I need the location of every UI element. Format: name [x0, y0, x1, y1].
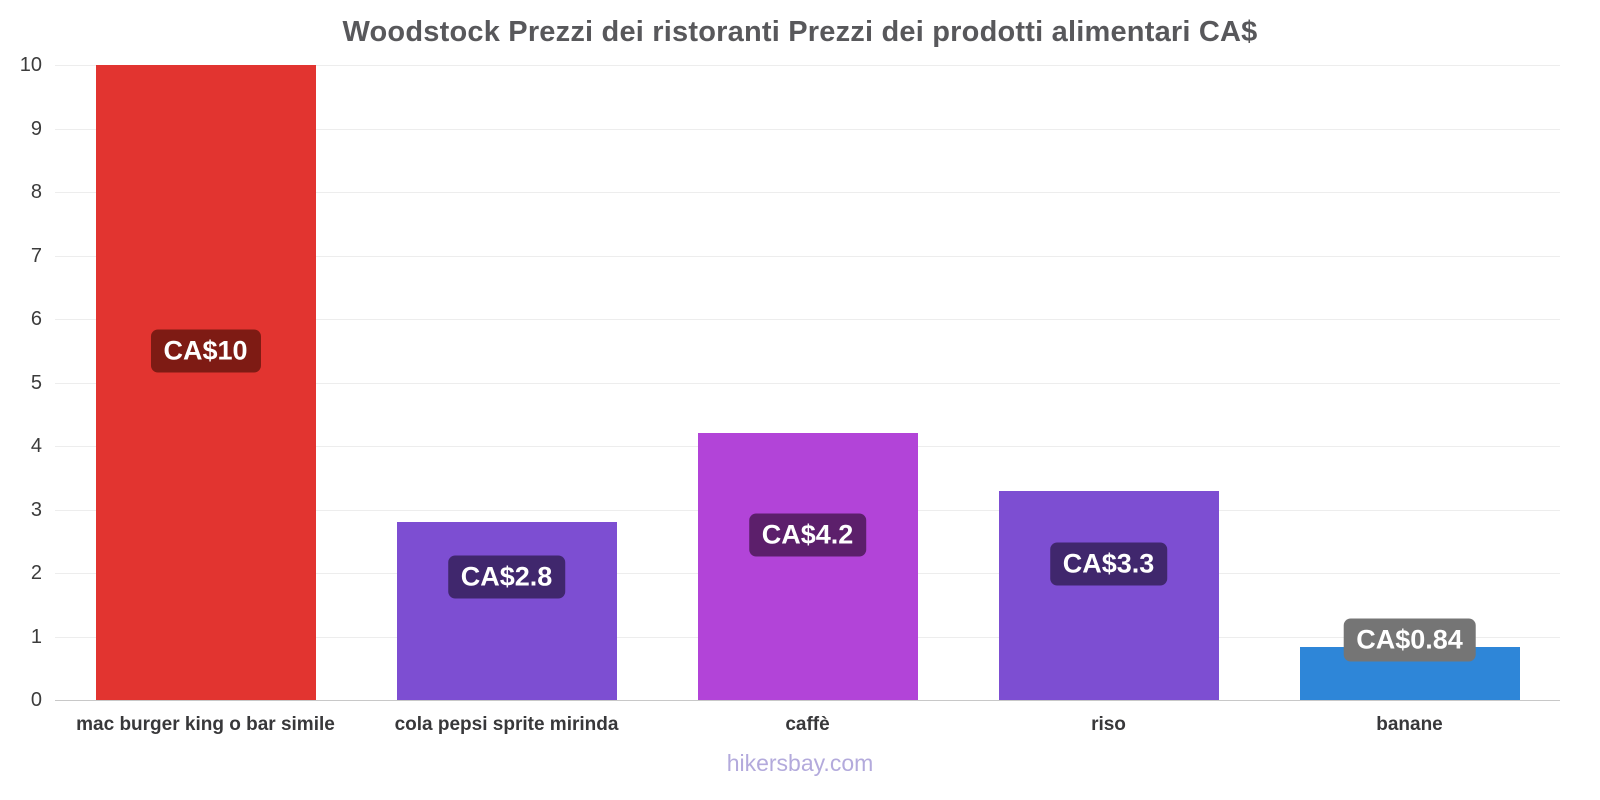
gridline	[55, 255, 1560, 257]
bar-value-badge: CA$4.2	[748, 513, 867, 557]
bar: CA$10	[95, 65, 316, 700]
gridline	[55, 128, 1560, 130]
gridline	[55, 382, 1560, 384]
y-tick-label: 9	[30, 117, 42, 140]
x-tick-label: mac burger king o bar simile	[76, 714, 335, 735]
bar-value-badge: CA$10	[150, 329, 261, 373]
x-tick-label: caffè	[785, 714, 830, 735]
y-tick-label: 8	[30, 181, 42, 203]
chart-title: Woodstock Prezzi dei ristoranti Prezzi d…	[342, 16, 1258, 48]
y-tick-label: 1	[30, 625, 42, 648]
bar-value-badge: CA$0.84	[1343, 618, 1476, 662]
x-tick-label: banane	[1376, 714, 1443, 735]
footer-watermark: hikersbay.com	[726, 750, 874, 776]
y-tick-label: 3	[30, 498, 42, 521]
x-axis-baseline	[55, 700, 1560, 701]
y-tick-label: 10	[19, 54, 42, 76]
gridline	[55, 65, 1560, 66]
bar: CA$2.8	[396, 522, 617, 700]
bar: CA$3.3	[998, 490, 1219, 700]
y-tick-label: 5	[30, 371, 42, 394]
gridline	[55, 319, 1560, 320]
x-tick-label: riso	[1091, 714, 1126, 735]
y-tick-label: 0	[30, 689, 42, 711]
bar-value-badge: CA$3.3	[1049, 542, 1168, 586]
y-tick-label: 7	[30, 244, 42, 267]
y-tick-label: 6	[30, 308, 42, 330]
y-tick-label: 2	[30, 562, 42, 584]
bar-value-badge: CA$2.8	[447, 555, 566, 599]
y-tick-label: 4	[30, 435, 42, 457]
bar: CA$4.2	[697, 433, 918, 700]
x-tick-label: cola pepsi sprite mirinda	[394, 714, 619, 735]
gridline	[55, 192, 1560, 193]
bar: CA$0.84	[1299, 618, 1520, 700]
